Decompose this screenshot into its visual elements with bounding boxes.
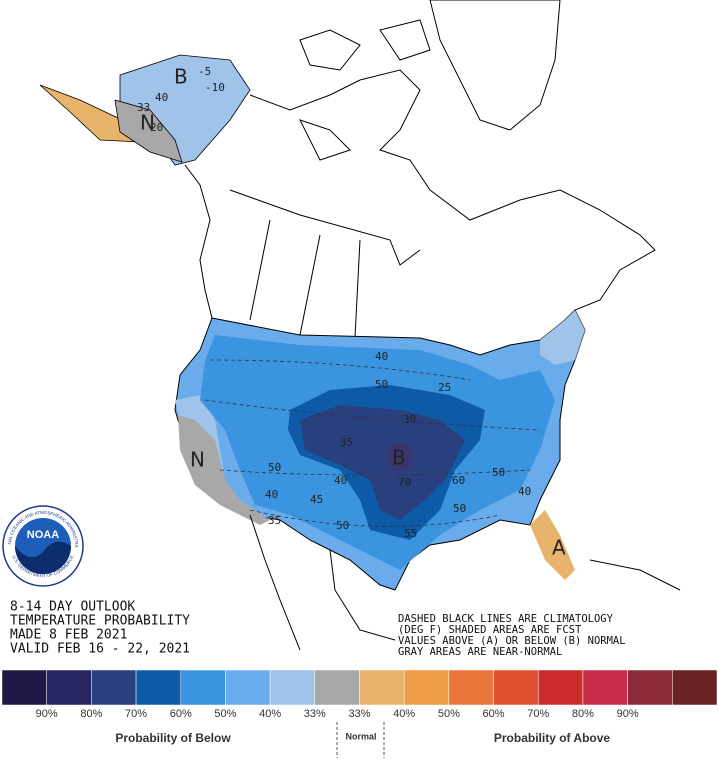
logo-ring-top: NATIONAL OCEANIC AND ATMOSPHERIC ADMINIS… <box>0 0 79 548</box>
contour-label: 40 <box>334 474 347 487</box>
contour-label: 35 <box>340 436 353 449</box>
legend-tick-label: 70% <box>527 708 549 720</box>
contour-label: 50 <box>453 502 466 515</box>
noaa-logo: NATIONAL OCEANIC AND ATMOSPHERIC ADMINIS… <box>0 0 84 587</box>
contour-label: 40 <box>265 488 278 501</box>
coastline <box>429 0 561 131</box>
title-line: TEMPERATURE PROBABILITY <box>10 614 190 629</box>
legend-swatch <box>493 669 539 706</box>
legend-swatch <box>627 669 673 706</box>
title-line: VALID FEB 16 - 22, 2021 <box>10 642 190 657</box>
legend-below-label: Probability of Below <box>115 731 231 745</box>
legend-above-label: Probability of Above <box>494 731 611 745</box>
legend-swatch <box>538 669 584 706</box>
contour-label: 20 <box>150 121 163 134</box>
contour-label: 70 <box>398 476 411 489</box>
legend-swatch <box>46 669 92 706</box>
region-label: B <box>392 446 406 470</box>
legend: 90% 80% 70% 60% 50% 40% 33% 33% 40% 50% 60% 70% 80% 9… <box>1 669 718 720</box>
legend-tick-label: 50% <box>438 708 460 720</box>
contour-label: 50 <box>492 466 505 479</box>
legend-tick-label: 60% <box>170 708 192 720</box>
contour-label: 60 <box>452 474 465 487</box>
legend-tick-label: 90% <box>617 708 639 720</box>
title-line: 8-14 DAY OUTLOOK <box>10 600 135 615</box>
legend-tick-label: 40% <box>393 708 415 720</box>
legend-swatch <box>225 669 271 706</box>
legend-swatch <box>448 669 494 706</box>
legend-tick-label: 33% <box>348 708 370 720</box>
contour-label: 40 <box>155 91 168 104</box>
contour-label: 30 <box>403 413 416 426</box>
note-line: GRAY AREAS ARE NEAR-NORMAL <box>398 646 562 658</box>
legend-swatch <box>1 669 47 706</box>
region-label: B <box>174 65 188 89</box>
legend-swatch <box>314 669 360 706</box>
contour-label: 50 <box>268 461 281 474</box>
legend-normal-label: Normal <box>345 731 376 741</box>
conus-below-80 <box>386 443 414 471</box>
coastline <box>249 514 681 651</box>
contour-label: 33 <box>137 101 150 114</box>
contour-label: 50 <box>336 519 349 532</box>
coastline <box>184 164 213 319</box>
florida-above-33 <box>530 510 575 580</box>
legend-tick-label: 33% <box>304 708 326 720</box>
legend-swatch <box>135 669 181 706</box>
contour-label: 55 <box>404 527 417 540</box>
contour-label: 45 <box>310 493 323 506</box>
contour-label: 35 <box>268 514 281 527</box>
alaska-normal <box>114 99 183 163</box>
legend-swatch <box>359 669 405 706</box>
contour-label: 25 <box>438 381 451 394</box>
legend-tick-label: 90% <box>36 708 58 720</box>
legend-swatch <box>180 669 226 706</box>
region-label: A <box>552 536 566 560</box>
logo-ring-text: NATIONAL OCEANIC AND ATMOSPHERIC ADMINIS… <box>0 0 79 548</box>
legend-swatch <box>91 669 137 706</box>
legend-tick-label: 80% <box>80 708 102 720</box>
legend-tick-label: 70% <box>125 708 147 720</box>
contour-label: -10 <box>205 81 225 94</box>
conus-normal <box>178 415 270 525</box>
region-label: N <box>140 111 155 135</box>
note-line: (DEG F) SHADED AREAS ARE FCST <box>398 624 582 636</box>
note-line: DASHED BLACK LINES ARE CLIMATOLOGY <box>398 613 614 625</box>
province-border <box>229 189 421 338</box>
legend-swatch <box>582 669 628 706</box>
legend-tick-label: 40% <box>259 708 281 720</box>
title-line: MADE 8 FEB 2021 <box>10 628 127 643</box>
legend-tick-label: 80% <box>572 708 594 720</box>
legend-swatch <box>403 669 450 706</box>
legend-tick-label: 50% <box>214 708 236 720</box>
coastline <box>249 69 656 326</box>
region-label: N <box>190 448 205 472</box>
logo-name: NOAA <box>27 529 59 541</box>
legend-swatch <box>672 669 718 706</box>
note-line: VALUES ABOVE (A) OR BELOW (B) NORMAL <box>398 635 626 647</box>
coastline <box>299 19 431 161</box>
contour-label: 40 <box>518 485 531 498</box>
legend-tick-label: 60% <box>483 708 505 720</box>
climatology-line <box>204 359 541 527</box>
contour-label: 50 <box>375 378 388 391</box>
conus-below-70 <box>300 405 465 520</box>
legend-swatch <box>269 669 316 706</box>
contour-label: -5 <box>198 65 211 78</box>
contour-label: 40 <box>375 350 388 363</box>
